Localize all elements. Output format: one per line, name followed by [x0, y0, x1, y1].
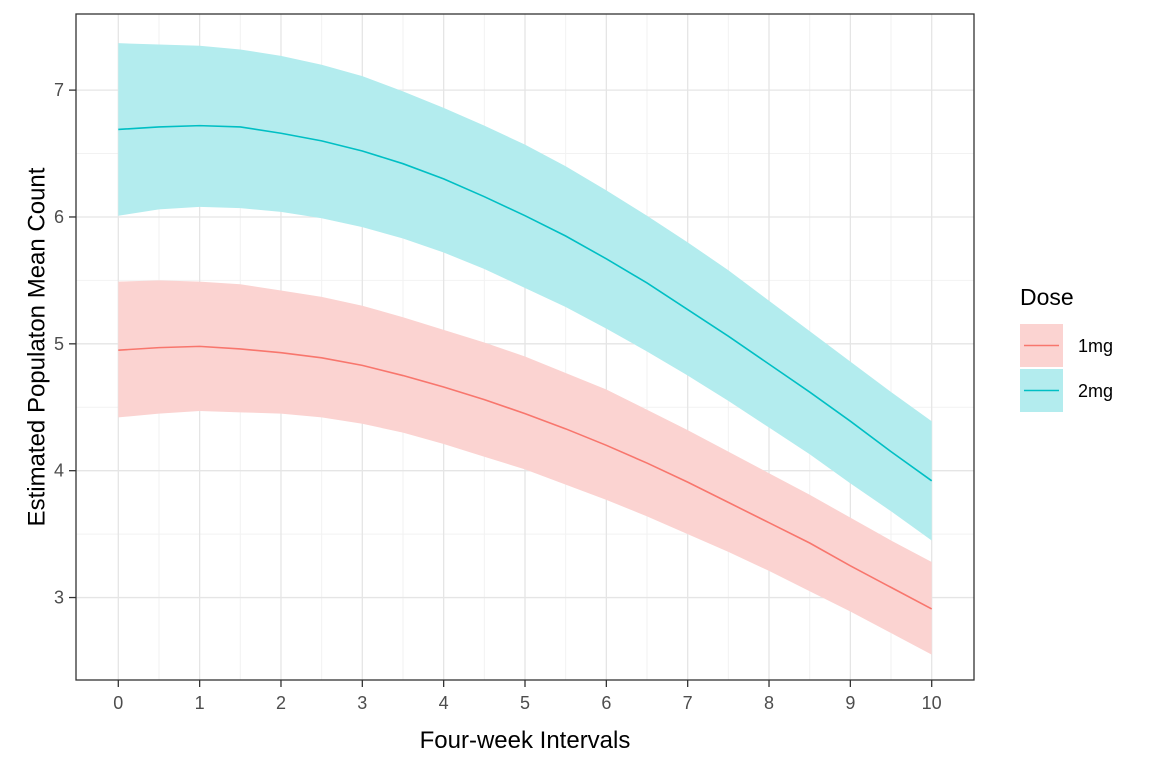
x-tick-label: 3	[357, 693, 367, 713]
line-1mg	[118, 345, 933, 610]
axis-ticks: 0 1 2 3 4 5 6 7 8 9 10 3 4 5 6 7	[54, 80, 942, 713]
y-tick-label: 6	[54, 207, 64, 227]
x-tick-label: 0	[113, 693, 123, 713]
x-axis-title: Four-week Intervals	[420, 727, 631, 754]
ribbon-2mg	[118, 43, 932, 541]
y-tick-label: 4	[54, 461, 64, 481]
legend-label-1mg: 1mg	[1078, 336, 1113, 356]
series-lines	[118, 124, 933, 610]
x-tick-label: 9	[845, 693, 855, 713]
y-tick-label: 3	[54, 588, 64, 608]
x-tick-label: 6	[601, 693, 611, 713]
x-tick-label: 1	[195, 693, 205, 713]
x-tick-label: 2	[276, 693, 286, 713]
x-tick-label: 8	[764, 693, 774, 713]
legend-title: Dose	[1020, 284, 1074, 310]
line-2mg	[118, 124, 933, 482]
legend-label-2mg: 2mg	[1078, 381, 1113, 401]
confidence-ribbons	[118, 43, 932, 655]
ribbon-1mg	[118, 280, 932, 655]
y-tick-label: 5	[54, 334, 64, 354]
x-tick-label: 7	[683, 693, 693, 713]
y-tick-label: 7	[54, 80, 64, 100]
x-tick-label: 10	[922, 693, 942, 713]
x-tick-label: 4	[439, 693, 449, 713]
x-tick-label: 5	[520, 693, 530, 713]
y-axis-title: Estimated Populaton Mean Count	[23, 167, 50, 526]
legend: Dose 1mg 2mg	[1020, 284, 1113, 412]
